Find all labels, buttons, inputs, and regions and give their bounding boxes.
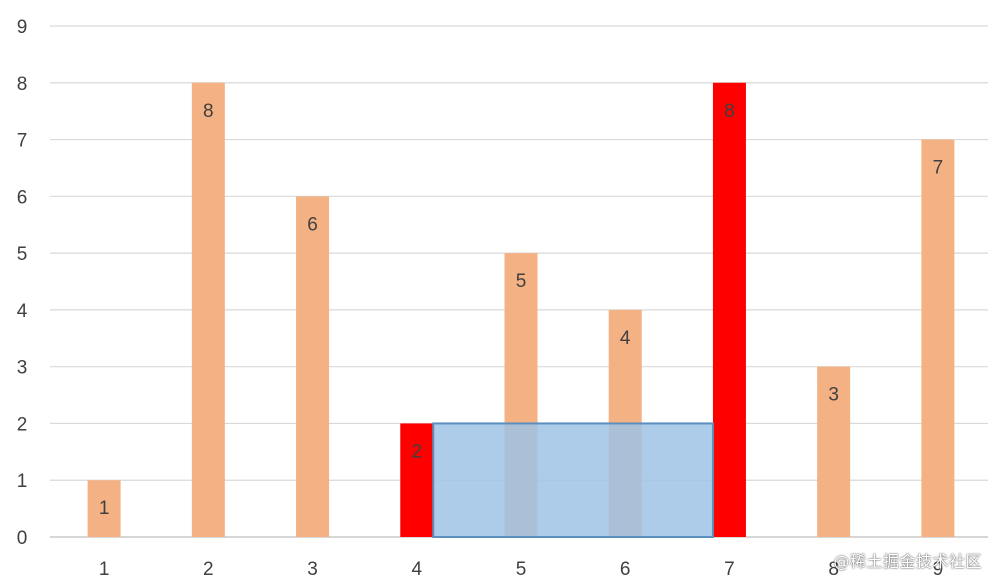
watermark-text: @稀土掘金技术社区 bbox=[833, 552, 982, 571]
data-label: 8 bbox=[203, 101, 214, 122]
y-tick-label: 4 bbox=[17, 301, 28, 322]
bar-7 bbox=[712, 82, 746, 538]
y-tick-label: 0 bbox=[17, 528, 28, 549]
data-labels: 1 8 6 2 5 4 8 3 7 bbox=[99, 101, 943, 519]
data-label: 2 bbox=[411, 441, 422, 462]
bar-4 bbox=[400, 423, 434, 537]
water-region bbox=[432, 422, 714, 539]
data-label: 7 bbox=[933, 158, 944, 179]
y-tick-label: 1 bbox=[17, 471, 28, 492]
y-tick-label: 8 bbox=[17, 74, 28, 95]
data-label: 3 bbox=[828, 385, 839, 406]
y-tick-label: 7 bbox=[17, 131, 28, 152]
x-tick-label: 9 bbox=[933, 559, 944, 580]
bar-2 bbox=[191, 82, 225, 538]
data-label: 4 bbox=[620, 328, 631, 349]
x-tick-label: 8 bbox=[828, 559, 839, 580]
x-tick-label: 7 bbox=[724, 559, 735, 580]
data-label: 6 bbox=[307, 214, 318, 235]
y-tick-label: 3 bbox=[17, 358, 28, 379]
water-rectangle bbox=[432, 422, 714, 539]
y-tick-label: 6 bbox=[17, 187, 28, 208]
x-tick-label: 2 bbox=[203, 559, 214, 580]
data-label: 8 bbox=[724, 101, 735, 122]
x-tick-label: 4 bbox=[411, 559, 422, 580]
y-tick-label: 5 bbox=[17, 244, 28, 265]
bar-3 bbox=[296, 196, 330, 538]
bar-8 bbox=[817, 366, 851, 537]
x-tick-label: 6 bbox=[620, 559, 631, 580]
y-axis-ticks: 0 1 2 3 4 5 6 7 8 9 bbox=[17, 17, 28, 549]
y-tick-label: 9 bbox=[17, 17, 28, 38]
data-label: 1 bbox=[99, 498, 110, 519]
x-tick-label: 5 bbox=[516, 559, 527, 580]
x-tick-label: 3 bbox=[307, 559, 318, 580]
x-tick-label: 1 bbox=[99, 559, 110, 580]
x-axis-ticks: 1 2 3 4 5 6 7 8 9 bbox=[99, 559, 943, 580]
data-label: 5 bbox=[516, 271, 527, 292]
bar-1 bbox=[87, 480, 121, 537]
bar-9 bbox=[921, 139, 955, 538]
y-tick-label: 2 bbox=[17, 414, 28, 435]
